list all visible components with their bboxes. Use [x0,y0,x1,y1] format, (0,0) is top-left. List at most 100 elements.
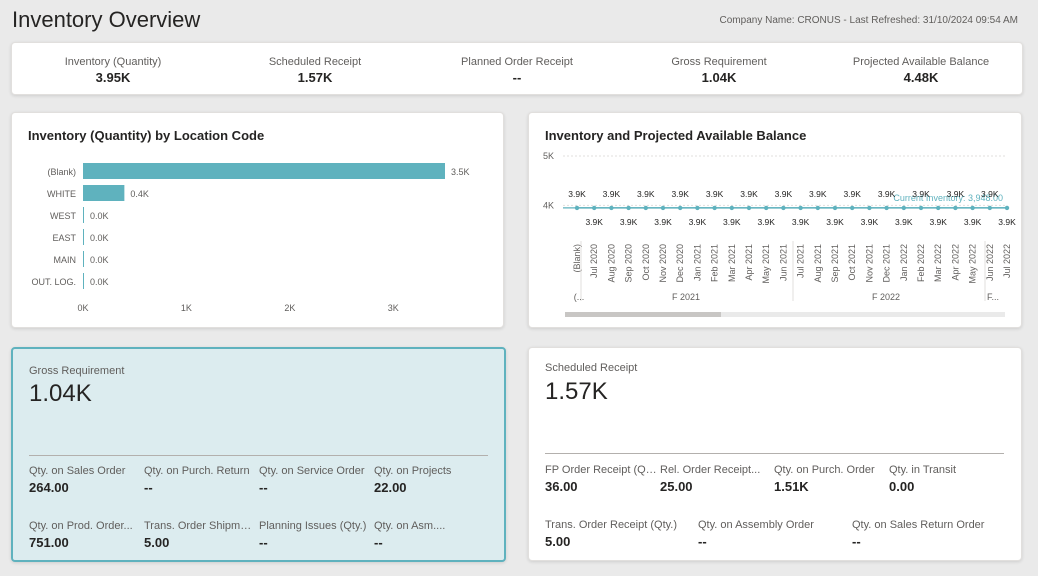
cell-value: -- [259,480,268,495]
gross-cell[interactable]: Qty. on Service Order -- [259,465,371,495]
cell-value: 1.51K [774,479,809,494]
x-month-label: Jul 2021 [796,244,806,278]
cell-value: 25.00 [660,479,693,494]
fiscal-group-label: F 2021 [672,292,700,302]
x-month-label: Jan 2021 [692,244,702,281]
sched-cell[interactable]: Qty. on Purch. Order 1.51K [774,464,886,494]
kpi-bar: Inventory (Quantity) 3.95K Scheduled Rec… [11,42,1023,95]
point-data-label: 3.9K [568,189,586,199]
cell-label: Qty. on Sales Return Order [852,519,985,531]
sched-cell[interactable]: Qty. on Assembly Order -- [698,519,848,549]
cell-value: 22.00 [374,480,407,495]
gross-cell[interactable]: Qty. on Projects 22.00 [374,465,486,495]
sched-cell[interactable]: Qty. on Sales Return Order -- [852,519,1002,549]
point-data-label: 3.9K [637,189,655,199]
x-tick-label: 0K [77,303,88,313]
x-month-label: Feb 2022 [916,244,926,282]
x-month-label: Jul 2020 [589,244,599,278]
gross-cell[interactable]: Qty. on Sales Order 264.00 [29,465,141,495]
x-month-label: Jan 2022 [899,244,909,281]
balance-line-chart-card[interactable]: Inventory and Projected Available Balanc… [528,112,1022,328]
cell-value: -- [374,535,383,550]
scrollbar-thumb[interactable] [565,312,721,317]
cell-label: Qty. on Purch. Return [144,465,250,477]
sched-cell[interactable]: FP Order Receipt (Qty.) 36.00 [545,464,657,494]
reference-line-label: Current Inventory: 3,948.00 [893,193,1003,203]
scrollbar-track [565,312,1005,317]
kpi-gross-requirement[interactable]: Gross Requirement 1.04K [618,43,820,94]
cell-value: -- [259,535,268,550]
location-bar-chart-card[interactable]: Inventory (Quantity) by Location Code (B… [11,112,504,328]
series-point [987,205,992,211]
x-month-label: Jun 2022 [985,244,995,281]
kpi-label: Inventory (Quantity) [64,56,162,68]
point-data-label: 3.9K [706,189,724,199]
series-point [936,205,941,211]
x-month-label: Mar 2022 [933,244,943,282]
series-point [1004,205,1010,211]
line-chart-title: Inventory and Projected Available Balanc… [545,128,807,143]
point-data-label: 3.9K [620,217,638,227]
cell-value: -- [698,534,707,549]
kpi-scheduled-receipt[interactable]: Scheduled Receipt 1.57K [214,43,416,94]
kpi-planned-order-receipt[interactable]: Planned Order Receipt -- [416,43,618,94]
x-month-label: May 2022 [968,244,978,284]
point-data-label: 3.9K [878,189,896,199]
bar [83,163,445,179]
gross-cell[interactable]: Qty. on Prod. Order... 751.00 [29,520,141,550]
bar-data-label: 0.0K [90,277,109,287]
kpi-label: Gross Requirement [671,56,767,68]
gross-cell[interactable]: Qty. on Purch. Return -- [144,465,256,495]
point-data-label: 3.9K [671,189,689,199]
gross-cell[interactable]: Qty. on Asm.... -- [374,520,486,550]
point-data-label: 3.9K [775,189,793,199]
bar [83,251,84,267]
gross-cell[interactable]: Planning Issues (Qty.) -- [259,520,371,550]
sched-cell[interactable]: Rel. Order Receipt... 25.00 [660,464,772,494]
fiscal-group-label: (... [574,292,585,302]
x-month-label: Dec 2020 [675,244,685,283]
x-month-label: Jul 2022 [1002,244,1012,278]
divider [545,453,1004,454]
x-month-label: Oct 2020 [641,244,651,281]
sched-cell[interactable]: Trans. Order Receipt (Qty.) 5.00 [545,519,695,549]
x-month-label: Apr 2022 [950,244,960,281]
point-data-label: 3.9K [689,217,707,227]
bar-data-label: 3.5K [451,167,470,177]
kpi-label: Projected Available Balance [852,56,990,68]
scheduled-receipt-card[interactable]: Scheduled Receipt 1.57K FP Order Receipt… [528,347,1022,561]
gross-cell[interactable]: Trans. Order Shipmen... 5.00 [144,520,256,550]
kpi-value: -- [512,70,522,85]
gross-requirement-card[interactable]: Gross Requirement 1.04K Qty. on Sales Or… [11,347,506,562]
series-point [850,205,855,211]
series-point [712,205,717,211]
kpi-projected-available-balance[interactable]: Projected Available Balance 4.48K [820,43,1022,94]
series-point [901,205,906,211]
location-bar-chart: (Blank) 3.5K WHITE 0.4K WEST 0.0K EAST 0.0K MAIN… [31,163,470,313]
point-data-label: 3.9K [895,217,913,227]
series-point [660,205,666,211]
sched-cell[interactable]: Qty. in Transit 0.00 [889,464,1001,494]
cell-value: 36.00 [545,479,578,494]
cell-label: Qty. on Service Order [259,465,365,477]
point-data-label: 3.9K [654,217,672,227]
bar-data-label: 0.0K [90,255,109,265]
refresh-info: Company Name: CRONUS - Last Refreshed: 3… [719,15,1018,26]
cell-value: 5.00 [144,535,170,550]
series-point [746,205,752,211]
point-data-label: 3.9K [585,217,603,227]
page-title: Inventory Overview [12,7,201,32]
series-point [970,205,975,211]
kpi-inventory-quantity[interactable]: Inventory (Quantity) 3.95K [12,43,214,94]
point-data-label: 3.9K [792,217,810,227]
x-month-label: Mar 2021 [727,244,737,282]
series-point [884,205,889,211]
point-data-label: 3.9K [981,189,999,199]
x-tick-label: 2K [284,303,295,313]
cell-label: Rel. Order Receipt... [660,464,761,476]
series-point [592,205,597,211]
cell-label: Planning Issues (Qty.) [259,520,367,532]
x-month-label: Sep 2020 [624,244,634,283]
series-point [729,205,734,211]
series-point [678,205,683,211]
